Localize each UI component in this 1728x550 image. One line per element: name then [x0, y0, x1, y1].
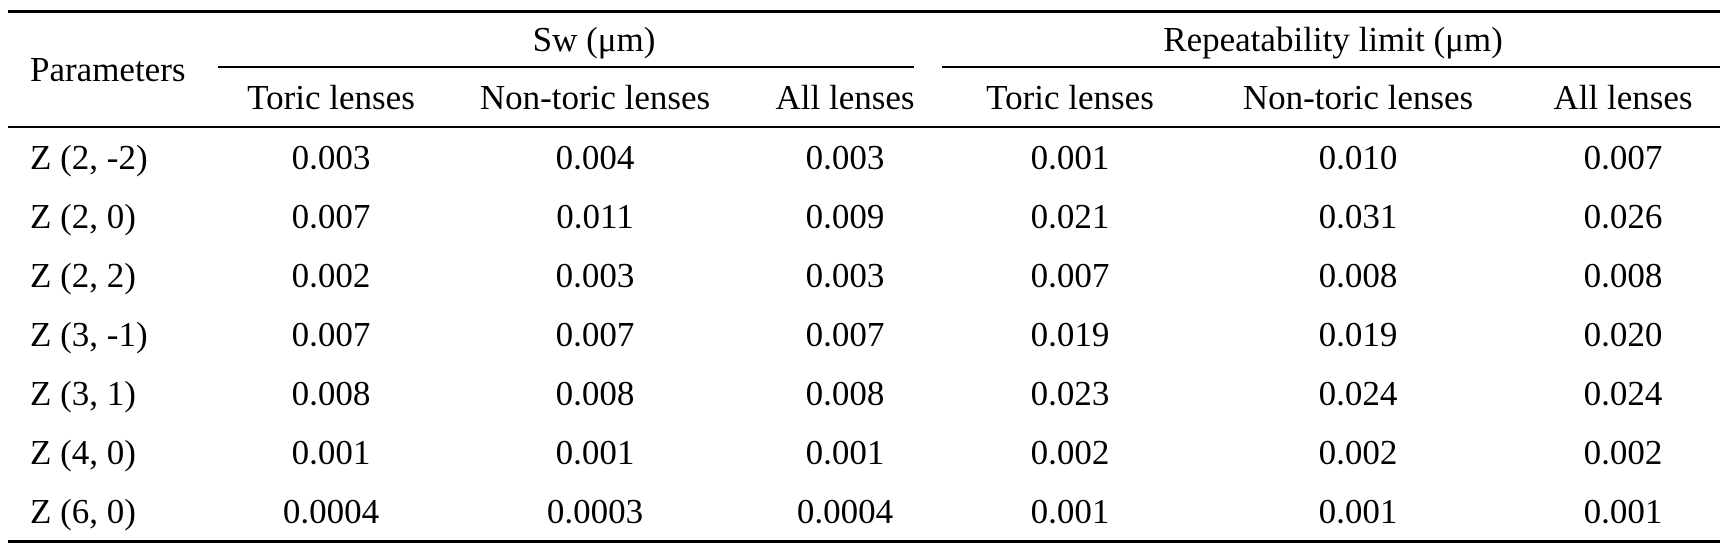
cell-rl-non-toric: 0.024: [1318, 374, 1398, 413]
row-parameter: Z (2, -2): [30, 138, 148, 177]
row-parameter: Z (3, 1): [30, 374, 136, 413]
header-sw-all: All lenses: [775, 78, 915, 117]
cell-rl-toric: 0.002: [1030, 433, 1110, 472]
header-rl-toric: Toric lenses: [986, 78, 1154, 117]
cell-sw-toric: 0.003: [291, 138, 371, 177]
cell-sw-all: 0.001: [805, 433, 885, 472]
cell-rl-non-toric: 0.010: [1318, 138, 1398, 177]
cell-rl-all: 0.002: [1583, 433, 1663, 472]
cell-rl-non-toric: 0.019: [1318, 315, 1398, 354]
cell-rl-toric: 0.021: [1030, 197, 1110, 236]
cell-sw-non-toric: 0.008: [555, 374, 635, 413]
cell-sw-toric: 0.001: [291, 433, 371, 472]
header-sw-non-toric: Non-toric lenses: [479, 78, 711, 117]
header-parameters: Parameters: [30, 50, 186, 89]
cell-sw-toric: 0.002: [291, 256, 371, 295]
cell-sw-non-toric: 0.001: [555, 433, 635, 472]
cell-rl-non-toric: 0.031: [1318, 197, 1398, 236]
cell-rl-toric: 0.007: [1030, 256, 1110, 295]
cell-sw-non-toric: 0.004: [555, 138, 635, 177]
cell-sw-all: 0.003: [805, 256, 885, 295]
cell-rl-all: 0.001: [1583, 492, 1663, 531]
cell-sw-non-toric: 0.0003: [546, 492, 644, 531]
cell-sw-non-toric: 0.007: [555, 315, 635, 354]
header-rl-non-toric: Non-toric lenses: [1242, 78, 1474, 117]
header-group-sw: Sw (μm): [532, 20, 656, 59]
sw-group-underline: [218, 66, 914, 68]
row-parameter: Z (6, 0): [30, 492, 136, 531]
cell-sw-toric: 0.007: [291, 315, 371, 354]
cell-sw-non-toric: 0.003: [555, 256, 635, 295]
cell-sw-all: 0.0004: [796, 492, 894, 531]
cell-rl-non-toric: 0.001: [1318, 492, 1398, 531]
header-sw-toric: Toric lenses: [247, 78, 415, 117]
row-parameter: Z (4, 0): [30, 433, 136, 472]
row-parameter: Z (3, -1): [30, 315, 148, 354]
cell-sw-all: 0.009: [805, 197, 885, 236]
cell-rl-all: 0.020: [1583, 315, 1663, 354]
table-top-rule: [8, 10, 1720, 13]
row-parameter: Z (2, 2): [30, 256, 136, 295]
repeatability-group-underline: [942, 66, 1720, 68]
header-bottom-rule: [8, 126, 1720, 128]
cell-rl-toric: 0.019: [1030, 315, 1110, 354]
cell-sw-toric: 0.008: [291, 374, 371, 413]
cell-rl-all: 0.024: [1583, 374, 1663, 413]
cell-sw-all: 0.007: [805, 315, 885, 354]
cell-rl-non-toric: 0.002: [1318, 433, 1398, 472]
cell-rl-toric: 0.023: [1030, 374, 1110, 413]
cell-rl-non-toric: 0.008: [1318, 256, 1398, 295]
header-group-repeatability-limit: Repeatability limit (μm): [1163, 20, 1503, 59]
cell-sw-toric: 0.0004: [282, 492, 380, 531]
table-bottom-rule: [8, 540, 1720, 543]
cell-sw-non-toric: 0.011: [556, 197, 634, 236]
cell-sw-all: 0.008: [805, 374, 885, 413]
cell-rl-all: 0.007: [1583, 138, 1663, 177]
cell-rl-all: 0.026: [1583, 197, 1663, 236]
cell-rl-toric: 0.001: [1030, 138, 1110, 177]
row-parameter: Z (2, 0): [30, 197, 136, 236]
header-rl-all: All lenses: [1553, 78, 1693, 117]
cell-sw-toric: 0.007: [291, 197, 371, 236]
cell-sw-all: 0.003: [805, 138, 885, 177]
cell-rl-toric: 0.001: [1030, 492, 1110, 531]
cell-rl-all: 0.008: [1583, 256, 1663, 295]
